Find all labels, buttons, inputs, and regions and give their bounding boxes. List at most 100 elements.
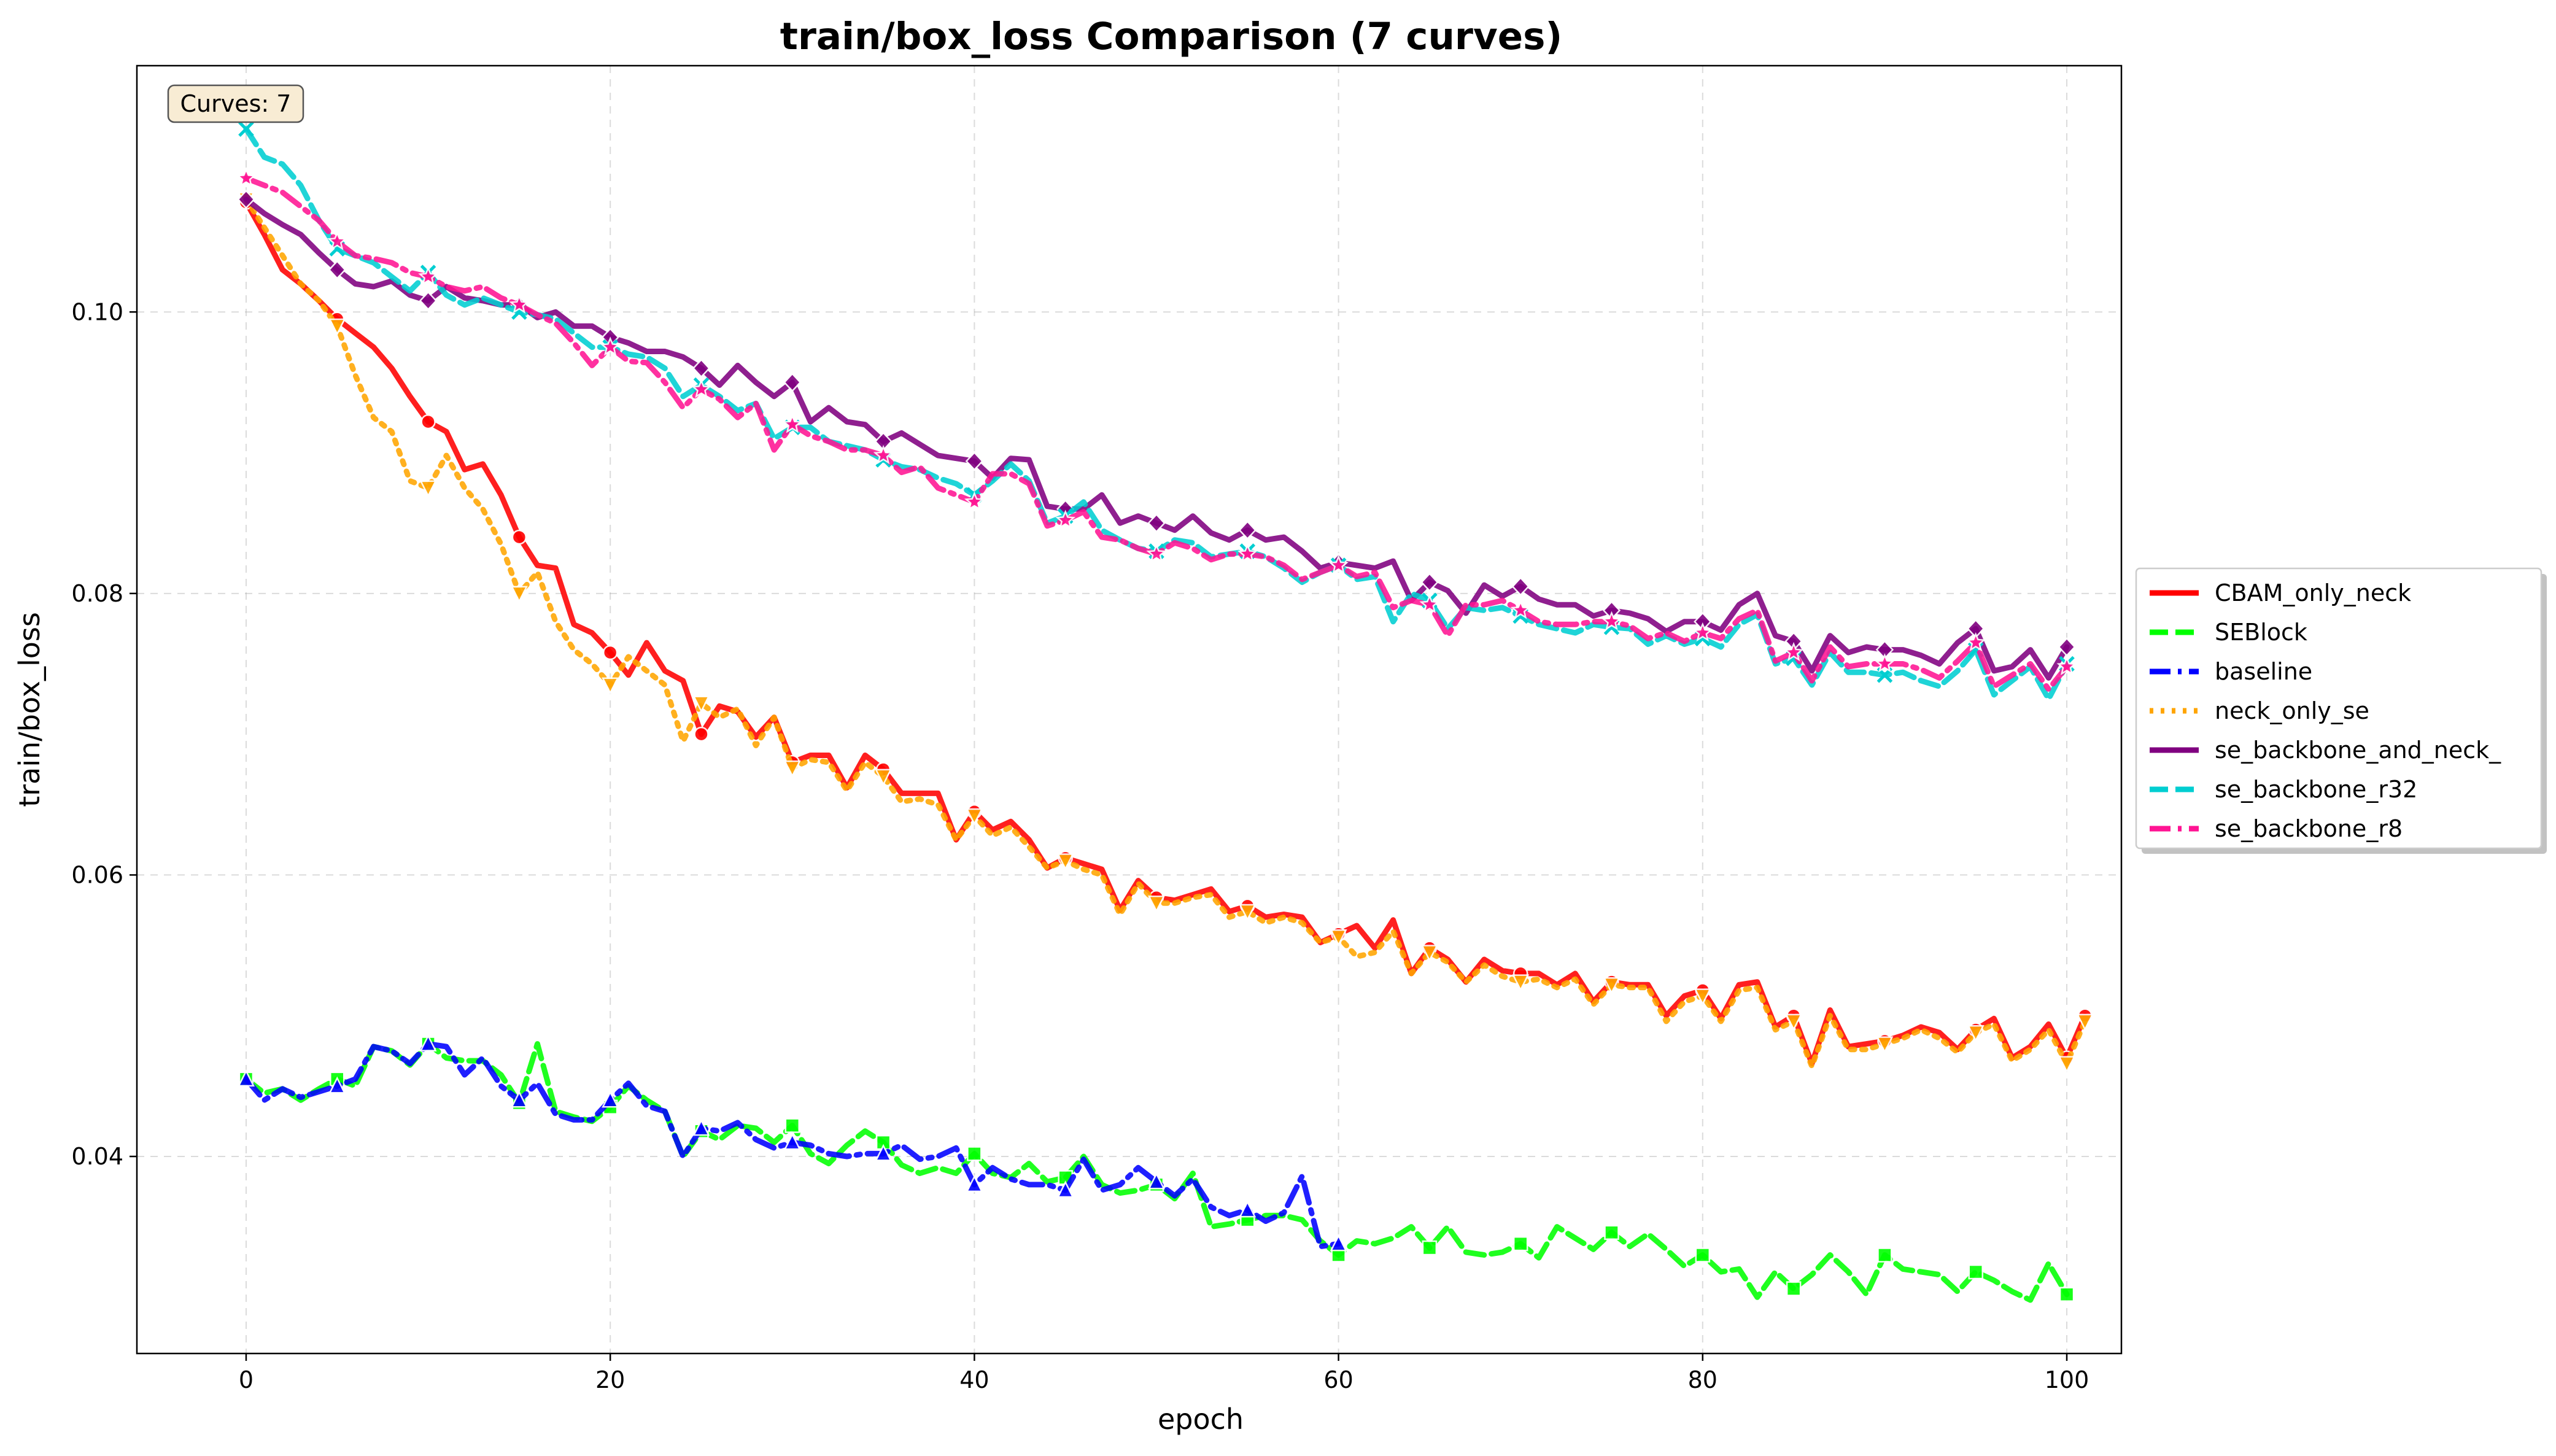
ticks-layer: 0 20 40 60 80 100 0.04 0.06 0.08 0.10 [71, 298, 2089, 1393]
y-tick-label: 0.10 [71, 298, 123, 325]
series-se-backbone-and-neck-marker [1420, 572, 1439, 592]
series-baseline-marker [1147, 1172, 1166, 1190]
series-baseline-marker [1056, 1180, 1074, 1198]
series-se-backbone-r8-marker [236, 168, 257, 187]
series-seblock-marker [1422, 1240, 1438, 1256]
series-se-backbone-r8-marker [1146, 543, 1167, 563]
legend-item-se-backbone-r8: se_backbone_r8 [2150, 815, 2403, 842]
series-neck-only-se-marker [419, 480, 437, 498]
series-baseline-marker [692, 1118, 710, 1136]
series-se-backbone-r8-marker [1874, 653, 1895, 673]
series-neck-only-se-marker [1420, 945, 1438, 962]
series-baseline-marker [1330, 1234, 1347, 1252]
series-se-backbone-r8-marker [1783, 641, 1804, 662]
series-se-backbone-r8-marker [327, 231, 347, 250]
series-cbam-only-neck [238, 195, 2093, 1067]
x-tick-label: 60 [1323, 1366, 1353, 1393]
series-se-backbone-r8-marker [1419, 594, 1440, 614]
series-neck-only-se-marker [1147, 896, 1166, 913]
series-se-backbone-r8-marker [1237, 543, 1258, 563]
series-neck-only-se-marker [1876, 1036, 1894, 1054]
series-seblock-marker [1786, 1281, 1802, 1296]
series-se-backbone-and-neck-marker [2058, 637, 2076, 657]
series-se-backbone-r8-marker [1692, 622, 1713, 642]
series-se-backbone-and-neck-marker [1147, 513, 1166, 533]
series-neck-only-se-marker [1694, 988, 1711, 1006]
y-axis-label: train/box_loss [13, 612, 46, 807]
series-se-backbone-r8-marker [964, 491, 985, 511]
series-cbam-only-neck-marker [511, 529, 527, 545]
series-se-backbone-r8-line [243, 175, 2070, 692]
series-neck-only-se-line [243, 196, 2088, 1069]
series-neck-only-se-marker [1785, 1013, 1803, 1031]
series-se-backbone-r8-marker [1328, 554, 1349, 574]
series-seblock [238, 1036, 2075, 1303]
series-neck-only-se-marker [1056, 853, 1074, 871]
series-neck-only-se-marker [510, 586, 528, 603]
legend-item-se-backbone-and-neck: se_backbone_and_neck_ [2150, 737, 2501, 764]
series-se-backbone-r32-line [243, 126, 2070, 702]
annotation-box-bg [167, 84, 304, 123]
series-cbam-only-neck-line [243, 199, 2088, 1067]
series-layer [236, 121, 2094, 1303]
series-se-backbone-and-neck [237, 189, 2076, 681]
series-seblock-line [243, 1041, 2070, 1303]
x-tick-label: 40 [959, 1366, 989, 1393]
series-se-backbone-r8 [236, 168, 2077, 692]
legend-item-seblock-label: SEBlock [2215, 619, 2307, 646]
series-neck-only-se-marker [2058, 1056, 2076, 1074]
annotation-text: Curves: 7 [180, 90, 292, 117]
series-neck-only-se-marker [692, 695, 710, 713]
series-se-backbone-r8-marker [1510, 600, 1531, 619]
legend: CBAM_only_neck SEBlock baseline neck_only_s… [2135, 567, 2547, 854]
series-se-backbone-r32 [238, 121, 2075, 702]
x-tick-label: 0 [239, 1366, 254, 1393]
x-tick-label: 80 [1688, 1366, 1718, 1393]
series-se-backbone-and-neck-marker [1238, 520, 1257, 540]
series-baseline-marker [875, 1144, 893, 1161]
series-se-backbone-r8-marker [1965, 632, 1986, 652]
legend-item-baseline-label: baseline [2215, 658, 2312, 685]
series-neck-only-se-marker [602, 677, 619, 695]
legend-item-seblock: SEBlock [2150, 619, 2307, 646]
series-cbam-only-neck-marker [694, 726, 709, 742]
series-neck-only-se-marker [1330, 929, 1347, 947]
legend-item-se-backbone-and-neck-label: se_backbone_and_neck_ [2215, 737, 2501, 764]
series-neck-only-se-marker [1239, 904, 1257, 921]
series-se-backbone-and-neck-marker [692, 358, 711, 378]
legend-item-neck-only-se-label: neck_only_se [2215, 697, 2369, 724]
series-se-backbone-r8-marker [600, 336, 621, 356]
y-tick-label: 0.08 [71, 580, 123, 607]
legend-item-cbam-only-neck: CBAM_only_neck [2150, 579, 2411, 606]
chart-title: train/box_loss Comparison (7 curves) [780, 15, 1563, 58]
series-se-backbone-r8-marker [1055, 509, 1076, 529]
x-tick-label: 100 [2045, 1366, 2089, 1393]
series-baseline-marker [419, 1034, 437, 1051]
series-neck-only-se-marker [2076, 1013, 2094, 1031]
series-seblock-marker [1877, 1247, 1892, 1263]
series-se-backbone-r32-marker [238, 121, 254, 137]
series-seblock-marker [967, 1146, 982, 1161]
legend-items: CBAM_only_neck SEBlock baseline neck_only_s… [2150, 579, 2501, 842]
legend-item-baseline: baseline [2150, 658, 2312, 685]
grid-layer [137, 66, 2121, 1353]
series-se-backbone-and-neck-marker [1511, 576, 1530, 597]
series-se-backbone-and-neck-marker [237, 189, 255, 209]
series-neck-only-se-marker [1967, 1024, 1985, 1043]
series-baseline-marker [510, 1090, 528, 1108]
series-neck-only-se-marker [783, 760, 801, 778]
series-se-backbone-and-neck-marker [783, 373, 802, 392]
series-baseline [237, 1034, 1347, 1252]
x-tick-label: 20 [595, 1366, 625, 1393]
series-baseline-marker [602, 1090, 619, 1108]
series-se-backbone-r8-marker [1601, 611, 1622, 630]
series-baseline-marker [1239, 1200, 1257, 1218]
series-neck-only-se-marker [966, 808, 983, 826]
series-se-backbone-r8-marker [691, 379, 711, 398]
series-cbam-only-neck-marker [420, 414, 436, 430]
series-se-backbone-r8-marker [509, 294, 530, 314]
series-neck-only-se-marker [1603, 977, 1621, 995]
series-baseline-marker [783, 1133, 801, 1150]
